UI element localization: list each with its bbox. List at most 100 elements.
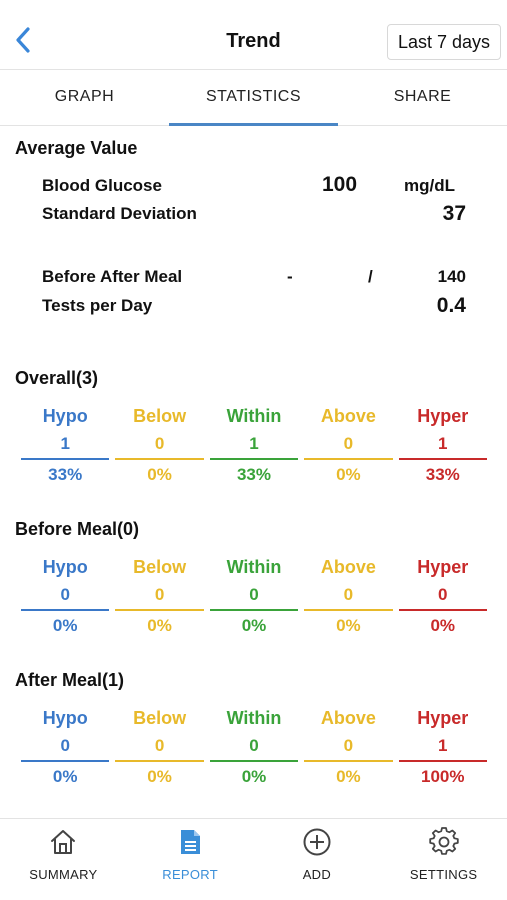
after-meal-hypo: Hypo 0 0% [18, 704, 112, 790]
home-icon [48, 827, 78, 857]
within-label: Within [226, 708, 282, 728]
date-range-button[interactable]: Last 7 days [386, 24, 501, 60]
nav-summary-label: SUMMARY [29, 867, 98, 882]
hyper-count: 1 [438, 736, 448, 755]
before-meal-below: Below 0 0% [112, 553, 206, 639]
after-meal-value: 140 [437, 267, 466, 286]
hypo-count: 0 [60, 585, 70, 604]
before-meal-hypo: Hypo 0 0% [18, 553, 112, 639]
above-percent: 0% [336, 465, 361, 484]
blood-glucose-unit: mg/dL [404, 176, 455, 195]
average-value-title: Average Value [15, 138, 138, 158]
divider [115, 760, 204, 762]
overall-hypo: Hypo 1 33% [18, 402, 112, 488]
page-title: Trend [226, 30, 281, 52]
divider [21, 458, 110, 460]
overall-grid: Hypo 1 33% Below 0 0% Within 1 33% Above… [18, 402, 490, 488]
tab-bar: GRAPH STATISTICS SHARE [0, 70, 507, 126]
within-label: Within [226, 406, 282, 426]
below-count: 0 [154, 434, 165, 453]
std-dev-label: Standard Deviation [42, 204, 197, 223]
std-dev-value: 37 [442, 202, 466, 225]
within-percent: 0% [241, 616, 267, 635]
hypo-percent: 0% [52, 616, 78, 635]
below-count: 0 [154, 585, 165, 604]
nav-add-label: ADD [302, 867, 332, 882]
divider [21, 760, 110, 762]
above-percent: 0% [336, 767, 361, 786]
divider [304, 760, 393, 762]
above-label: Above [320, 557, 376, 577]
hypo-percent: 33% [48, 465, 83, 484]
overall-hyper: Hyper 1 33% [396, 402, 490, 488]
nav-add[interactable]: ADD [254, 819, 381, 900]
gear-icon [428, 827, 459, 857]
bottom-nav: SUMMARY REPORT ADD [0, 818, 507, 900]
below-percent: 0% [147, 616, 172, 635]
back-button[interactable] [8, 22, 38, 58]
within-count: 0 [249, 736, 259, 755]
before-meal-above: Above 0 0% [301, 553, 395, 639]
above-label: Above [320, 708, 376, 728]
below-percent: 0% [147, 465, 172, 484]
chevron-left-icon [16, 27, 30, 53]
above-count: 0 [343, 736, 354, 755]
hypo-percent: 0% [52, 767, 78, 786]
nav-settings-label: SETTINGS [409, 867, 478, 882]
below-label: Below [133, 406, 187, 426]
within-label: Within [226, 557, 282, 577]
divider [398, 458, 487, 460]
hyper-label: Hyper [417, 557, 469, 577]
above-percent: 0% [336, 616, 361, 635]
nav-settings[interactable]: SETTINGS [380, 819, 507, 900]
blood-glucose-label: Blood Glucose [42, 176, 162, 195]
tab-graph[interactable]: GRAPH [54, 88, 115, 105]
divider [115, 609, 204, 611]
hyper-count: 1 [438, 434, 448, 453]
hyper-percent: 33% [425, 465, 460, 484]
nav-report[interactable]: REPORT [127, 819, 254, 900]
after-meal-hyper: Hyper 1 100% [396, 704, 490, 790]
within-count: 0 [249, 585, 259, 604]
divider [21, 609, 110, 611]
within-percent: 0% [241, 767, 267, 786]
below-label: Below [133, 557, 187, 577]
below-percent: 0% [147, 767, 172, 786]
hyper-label: Hyper [417, 406, 469, 426]
after-meal-below: Below 0 0% [112, 704, 206, 790]
above-count: 0 [343, 434, 354, 453]
tab-share[interactable]: SHARE [393, 88, 452, 105]
hypo-label: Hypo [42, 406, 88, 426]
tests-per-day-label: Tests per Day [42, 296, 153, 315]
before-meal-within: Within 0 0% [207, 553, 301, 639]
hypo-label: Hypo [42, 708, 88, 728]
top-bar: Trend Last 7 days [0, 0, 507, 70]
hyper-label: Hyper [417, 708, 469, 728]
tests-per-day-value: 0.4 [436, 294, 466, 317]
nav-summary[interactable]: SUMMARY [0, 819, 127, 900]
divider [209, 760, 299, 762]
after-meal-grid: Hypo 0 0% Below 0 0% Within 0 0% Above 0… [18, 704, 490, 790]
divider [209, 458, 299, 460]
blood-glucose-value: 100 [322, 173, 358, 196]
overall-above: Above 0 0% [301, 402, 395, 488]
hyper-percent: 100% [421, 767, 465, 786]
hypo-label: Hypo [42, 557, 88, 577]
within-percent: 33% [236, 465, 271, 484]
above-count: 0 [343, 585, 354, 604]
before-meal-value: - [287, 267, 293, 286]
divider [304, 458, 393, 460]
divider [398, 609, 487, 611]
plus-circle-icon [302, 827, 332, 857]
hypo-count: 1 [60, 434, 70, 453]
tab-statistics[interactable]: STATISTICS [169, 70, 338, 126]
meal-separator: / [368, 267, 373, 286]
overall-title: Overall(3) [15, 368, 99, 388]
after-meal-within: Within 0 0% [207, 704, 301, 790]
before-meal-title: Before Meal(0) [15, 519, 140, 539]
document-icon [175, 827, 205, 857]
nav-report-label: REPORT [162, 867, 218, 882]
hyper-percent: 0% [430, 616, 456, 635]
overall-within: Within 1 33% [207, 402, 301, 488]
below-count: 0 [154, 736, 165, 755]
